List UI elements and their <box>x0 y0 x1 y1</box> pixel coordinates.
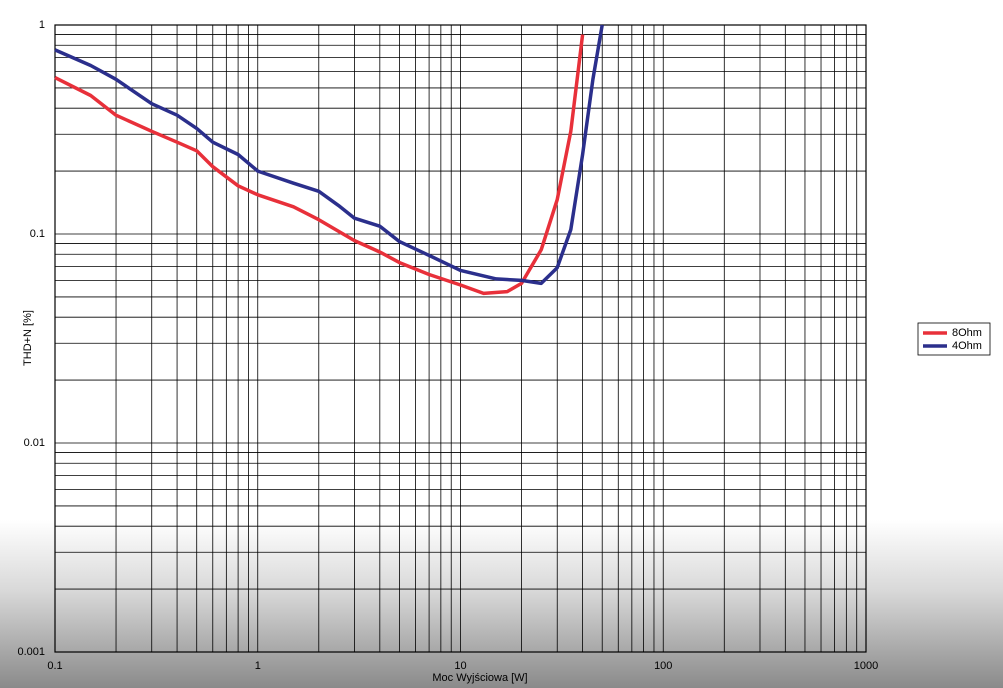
legend-label: 8Ohm <box>952 327 982 339</box>
y-tick-label: 0.01 <box>24 437 45 449</box>
lines <box>54 24 604 296</box>
x-tick-label: 10 <box>454 660 466 672</box>
x-tick-label: 0.1 <box>47 660 62 672</box>
y-tick-label: 0.001 <box>17 646 45 658</box>
series-line <box>54 24 604 286</box>
legend-box <box>917 322 991 356</box>
x-axis-label: Moc Wyjściowa [W] <box>432 672 527 684</box>
y-tick-label: 1 <box>39 19 45 31</box>
legend-label: 4Ohm <box>952 340 982 352</box>
series-line <box>54 34 585 296</box>
y-tick-label: 0.1 <box>30 228 45 240</box>
x-tick-label: 1000 <box>854 660 878 672</box>
grid <box>54 24 867 653</box>
y-axis-label: THD+N [%] <box>22 310 34 366</box>
x-tick-label: 1 <box>255 660 261 672</box>
x-tick-label: 100 <box>654 660 672 672</box>
plot-frame <box>54 24 867 653</box>
